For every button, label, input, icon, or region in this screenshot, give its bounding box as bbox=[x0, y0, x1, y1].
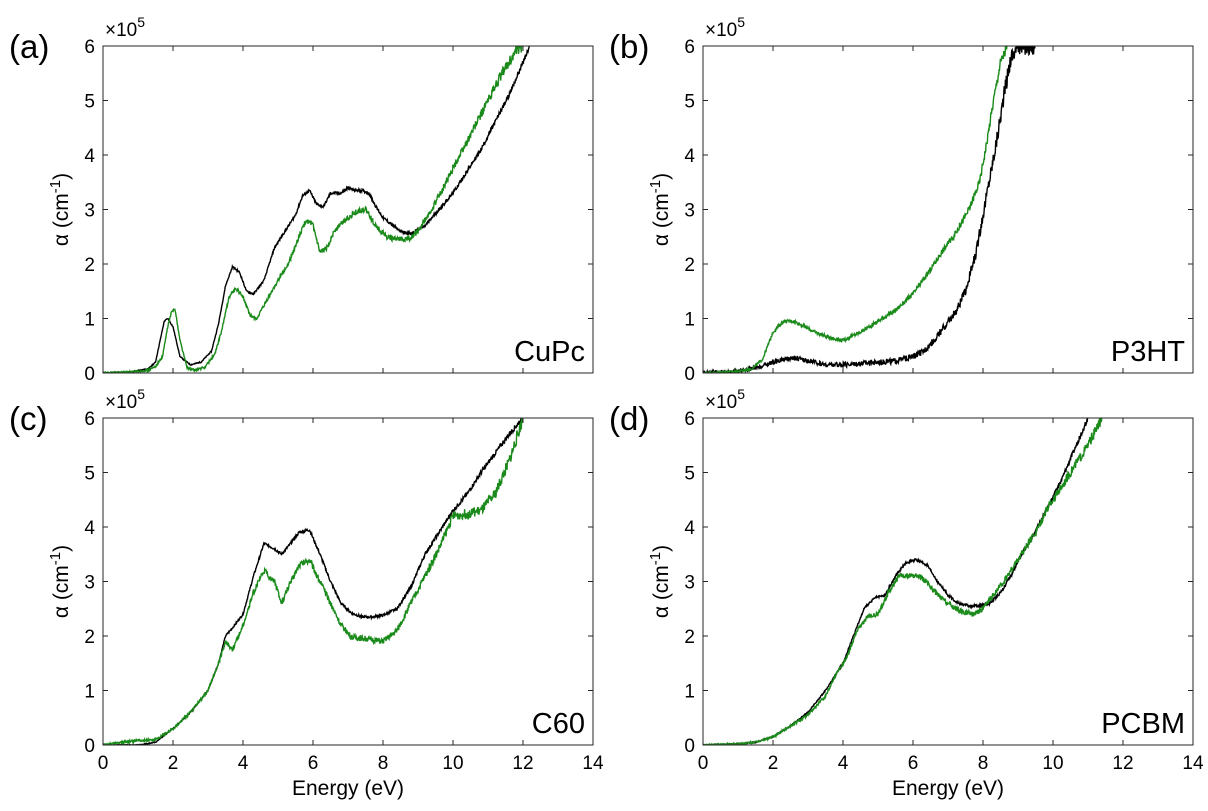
axes-box bbox=[702, 417, 1194, 746]
panel-label: (a) bbox=[9, 28, 49, 65]
y-tick-label: 3 bbox=[84, 573, 95, 594]
x-tick-label: 2 bbox=[768, 753, 779, 774]
x-tick-label: 4 bbox=[238, 753, 249, 774]
y-tick-label: 3 bbox=[684, 573, 695, 594]
y-tick-label: 2 bbox=[684, 627, 695, 648]
x-tick-label: 2 bbox=[168, 753, 179, 774]
x-tick-label: 6 bbox=[908, 753, 919, 774]
y-tick-label: 2 bbox=[84, 255, 95, 276]
chart-panel-a: 0 1 2 3 4 5 6 ×105 (a) CuPc α (cm-1) bbox=[9, 14, 594, 385]
x-tick-label: 10 bbox=[1042, 753, 1063, 774]
y-tick-label: 6 bbox=[84, 409, 95, 430]
y-tick-label: 3 bbox=[684, 201, 695, 222]
y-tick-label: 0 bbox=[684, 736, 695, 757]
y-tick-label: 1 bbox=[684, 310, 695, 331]
y-tick-label: 1 bbox=[84, 682, 95, 703]
series-line-green bbox=[103, 418, 524, 745]
y-multiplier: ×105 bbox=[105, 386, 145, 413]
x-tick-label: 12 bbox=[1112, 753, 1133, 774]
series-line-black bbox=[703, 46, 1036, 373]
x-axis-label: Energy (eV) bbox=[892, 777, 1004, 800]
series-line-green bbox=[703, 418, 1103, 745]
y-axis-label: α (cm-1) bbox=[647, 545, 673, 618]
x-tick-label: 12 bbox=[512, 753, 533, 774]
sample-label: CuPc bbox=[514, 336, 585, 368]
panel-label: (b) bbox=[609, 28, 649, 65]
sample-label: C60 bbox=[532, 708, 585, 740]
axes-box bbox=[702, 45, 1194, 374]
y-axis-label: α (cm-1) bbox=[47, 173, 73, 246]
x-axis-label: Energy (eV) bbox=[292, 777, 404, 800]
y-tick-label: 0 bbox=[84, 736, 95, 757]
y-axis-label: α (cm-1) bbox=[647, 173, 673, 246]
y-tick-label: 5 bbox=[684, 92, 695, 113]
y-tick-label: 5 bbox=[684, 464, 695, 485]
y-tick-label: 6 bbox=[684, 409, 695, 430]
y-tick-label: 2 bbox=[84, 627, 95, 648]
y-axis-label: α (cm-1) bbox=[47, 545, 73, 618]
series-line-green bbox=[703, 46, 1008, 373]
x-tick-label: 8 bbox=[378, 753, 389, 774]
x-tick-label: 0 bbox=[98, 753, 109, 774]
series-line-green bbox=[103, 46, 523, 373]
y-tick-label: 4 bbox=[684, 146, 695, 167]
chart-panel-b: 0 1 2 3 4 5 6 ×105 (b) P3HT α (cm-1) bbox=[609, 14, 1194, 385]
axes-box bbox=[102, 417, 594, 746]
x-tick-label: 6 bbox=[308, 753, 319, 774]
axes-box bbox=[102, 45, 594, 374]
y-multiplier: ×105 bbox=[705, 14, 745, 41]
y-tick-label: 6 bbox=[684, 37, 695, 58]
y-multiplier: ×105 bbox=[705, 386, 745, 413]
y-tick-label: 1 bbox=[84, 310, 95, 331]
x-tick-label: 14 bbox=[1182, 753, 1204, 774]
y-tick-label: 3 bbox=[84, 201, 95, 222]
x-tick-label: 0 bbox=[698, 753, 709, 774]
y-tick-label: 0 bbox=[84, 364, 95, 385]
y-tick-label: 4 bbox=[84, 518, 95, 539]
x-tick-label: 8 bbox=[978, 753, 989, 774]
y-tick-label: 2 bbox=[684, 255, 695, 276]
panel-label: (d) bbox=[609, 400, 649, 437]
sample-label: PCBM bbox=[1101, 708, 1185, 740]
y-tick-label: 5 bbox=[84, 464, 95, 485]
y-tick-label: 5 bbox=[84, 92, 95, 113]
series-line-black bbox=[103, 418, 524, 745]
series-line-black bbox=[103, 46, 530, 373]
x-tick-label: 4 bbox=[838, 753, 849, 774]
y-tick-label: 4 bbox=[84, 146, 95, 167]
y-tick-label: 0 bbox=[684, 364, 695, 385]
x-tick-label: 10 bbox=[442, 753, 463, 774]
panel-label: (c) bbox=[9, 400, 47, 437]
y-tick-label: 4 bbox=[684, 518, 695, 539]
x-tick-label: 14 bbox=[582, 753, 604, 774]
sample-label: P3HT bbox=[1111, 336, 1185, 368]
y-tick-label: 1 bbox=[684, 682, 695, 703]
y-multiplier: ×105 bbox=[105, 14, 145, 41]
y-tick-label: 6 bbox=[84, 37, 95, 58]
